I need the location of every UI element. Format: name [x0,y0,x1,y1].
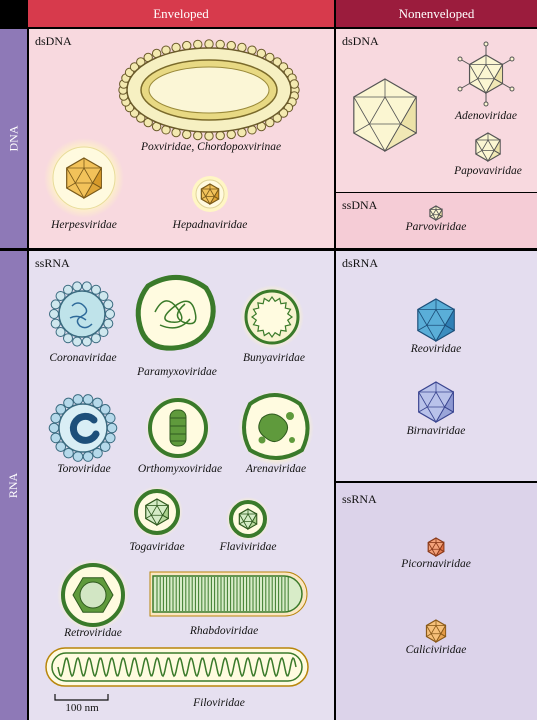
orthomyxoviridae-virion [145,395,211,461]
paramyxoviridae-virion [135,275,216,351]
nonenveloped-ssrna-panel [336,483,537,720]
reoviridae-virion [417,298,455,343]
bunyaviridae-label: Bunyaviridae [243,352,305,364]
arenaviridae-virion [238,390,314,466]
birnaviridae-label: Birnaviridae [406,425,466,437]
env-ssrna-label: ssRNA [35,256,70,270]
coronaviridae-virion [49,281,115,347]
flaviviridae-label: Flaviviridae [219,541,277,553]
enveloped-header: Enveloped [28,0,334,27]
papovaviridae-label: Papovaviridae [454,165,522,177]
herpesviridae-virion [44,138,124,218]
rna-row-label: RNA [0,251,27,720]
nonenveloped-ssdna-panel [336,193,537,248]
toroviridae-label: Toroviridae [57,463,111,475]
bunyaviridae-virion [240,285,304,349]
hepadnaviridae-label: Hepadnaviridae [172,219,248,231]
arenaviridae-label: Arenaviridae [245,463,307,475]
retroviridae-virion [57,559,129,631]
parvoviridae-label: Parvoviridae [405,221,467,233]
picornaviridae-label: Picornaviridae [401,558,471,570]
poxviridae-virion [118,39,300,141]
orthomyxoviridae-label: Orthomyxoviridae [137,463,223,475]
rhabdoviridae-virion [149,571,308,617]
retroviridae-label: Retroviridae [64,627,122,639]
paramyxoviridae-label: Paramyxoviridae [137,366,217,378]
papovaviridae-virion [475,132,501,163]
scale-bar-label: 100 nm [65,702,99,714]
dna-row-label: DNA [0,29,27,248]
nonenv-dsdna-label: dsDNA [342,34,379,48]
flaviviridae-virion [226,497,270,541]
herpesviridae-label: Herpesviridae [51,219,117,231]
birnaviridae-virion [418,381,455,424]
caliciviridae-virion [425,619,447,644]
toroviridae-virion [48,394,118,462]
scale-bar [54,694,109,701]
large-icosahedron [353,78,417,153]
filoviridae-virion [45,647,309,687]
coronaviridae-label: Coronaviridae [49,352,117,364]
nonenveloped-header: Nonenveloped [336,0,537,27]
togaviridae-virion [131,486,183,538]
togaviridae-label: Togaviridae [129,541,185,553]
rhabdoviridae-label: Rhabdoviridae [189,625,259,637]
nonenveloped-dsrna-panel [336,251,537,481]
hepadnaviridae-virion [192,176,228,212]
reoviridae-label: Reoviridae [410,343,462,355]
picornaviridae-virion [427,537,445,558]
nonenv-dsrna-label: dsRNA [342,256,379,270]
parvoviridae-virion [429,205,443,222]
caliciviridae-label: Caliciviridae [405,644,467,656]
adenoviridae-virion [457,41,515,107]
poxviridae-label: Poxviridae, Chordopoxvirinae [140,141,282,153]
nonenv-ssdna-label: ssDNA [342,198,378,212]
env-dsdna-label: dsDNA [35,34,72,48]
filoviridae-label: Filoviridae [193,697,245,709]
nonenv-ssrna-label: ssRNA [342,492,377,506]
adenoviridae-label: Adenoviridae [455,110,517,122]
